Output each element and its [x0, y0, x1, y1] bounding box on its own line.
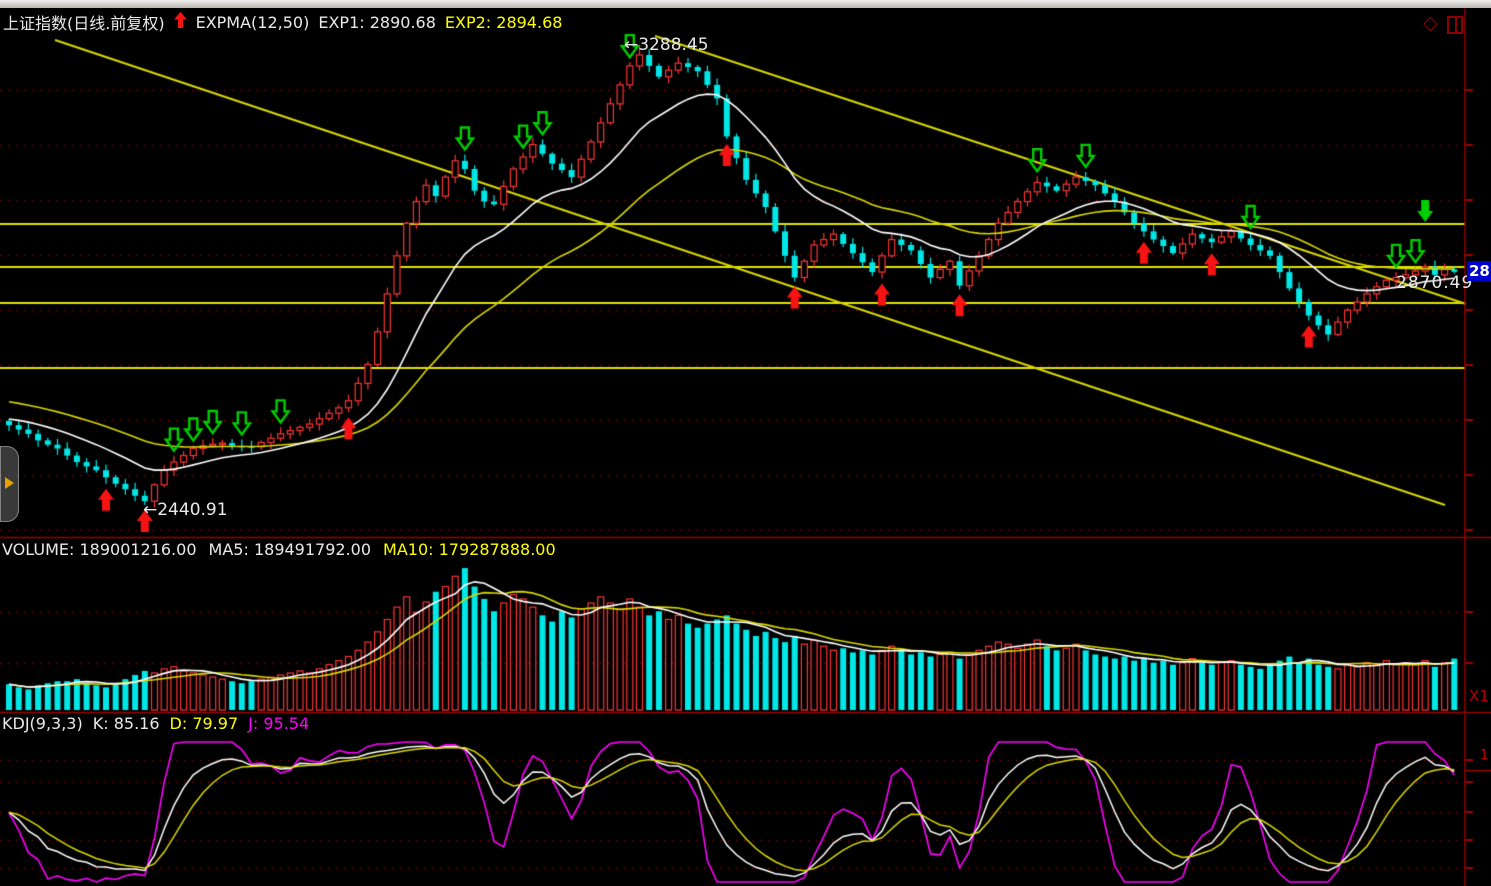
up-arrow-icon	[173, 12, 187, 32]
kdj-j-value: J: 95.54	[248, 714, 310, 733]
volume-ma10-value: MA10: 179287888.00	[383, 540, 556, 559]
symbol-title: 上证指数(日线.前复权)	[3, 14, 165, 33]
window-split-icon[interactable]	[1447, 16, 1463, 34]
window-titlebar[interactable]	[0, 0, 1491, 8]
volume-panel-header: VOLUME: 189001216.00 MA5: 189491792.00 M…	[2, 540, 556, 559]
x-axis-scale-label: X1	[1469, 687, 1489, 705]
volume-ma5-value: MA5: 189491792.00	[208, 540, 372, 559]
price-axis-badge: 28	[1467, 261, 1491, 281]
volume-value: VOLUME: 189001216.00	[2, 540, 197, 559]
kdj-axis-label: 1	[1480, 748, 1489, 763]
kdj-name: KDJ(9,3,3)	[2, 714, 83, 733]
low-price-annotation: ←2440.91	[143, 500, 228, 520]
high-price-annotation: ←3288.45	[624, 35, 709, 55]
split-icon-divider	[1455, 18, 1457, 32]
pan-right-arrow-icon	[5, 477, 14, 489]
indicator-label: EXPMA(12,50)	[195, 12, 310, 32]
kdj-k-value: K: 85.16	[92, 714, 160, 733]
last-price-annotation: 2870.49	[1396, 273, 1474, 293]
exp1-value: EXP1: 2890.68	[318, 12, 436, 32]
diamond-icon[interactable]: ◇	[1423, 12, 1438, 34]
main-chart-header: 上证指数(日线.前复权) EXPMA(12,50) EXP1: 2890.68 …	[3, 10, 562, 34]
kdj-d-value: D: 79.97	[169, 714, 239, 733]
kdj-panel-header: KDJ(9,3,3) K: 85.16 D: 79.97 J: 95.54	[2, 714, 309, 733]
pan-left-handle[interactable]	[0, 446, 19, 522]
exp2-value: EXP2: 2894.68	[444, 12, 563, 32]
